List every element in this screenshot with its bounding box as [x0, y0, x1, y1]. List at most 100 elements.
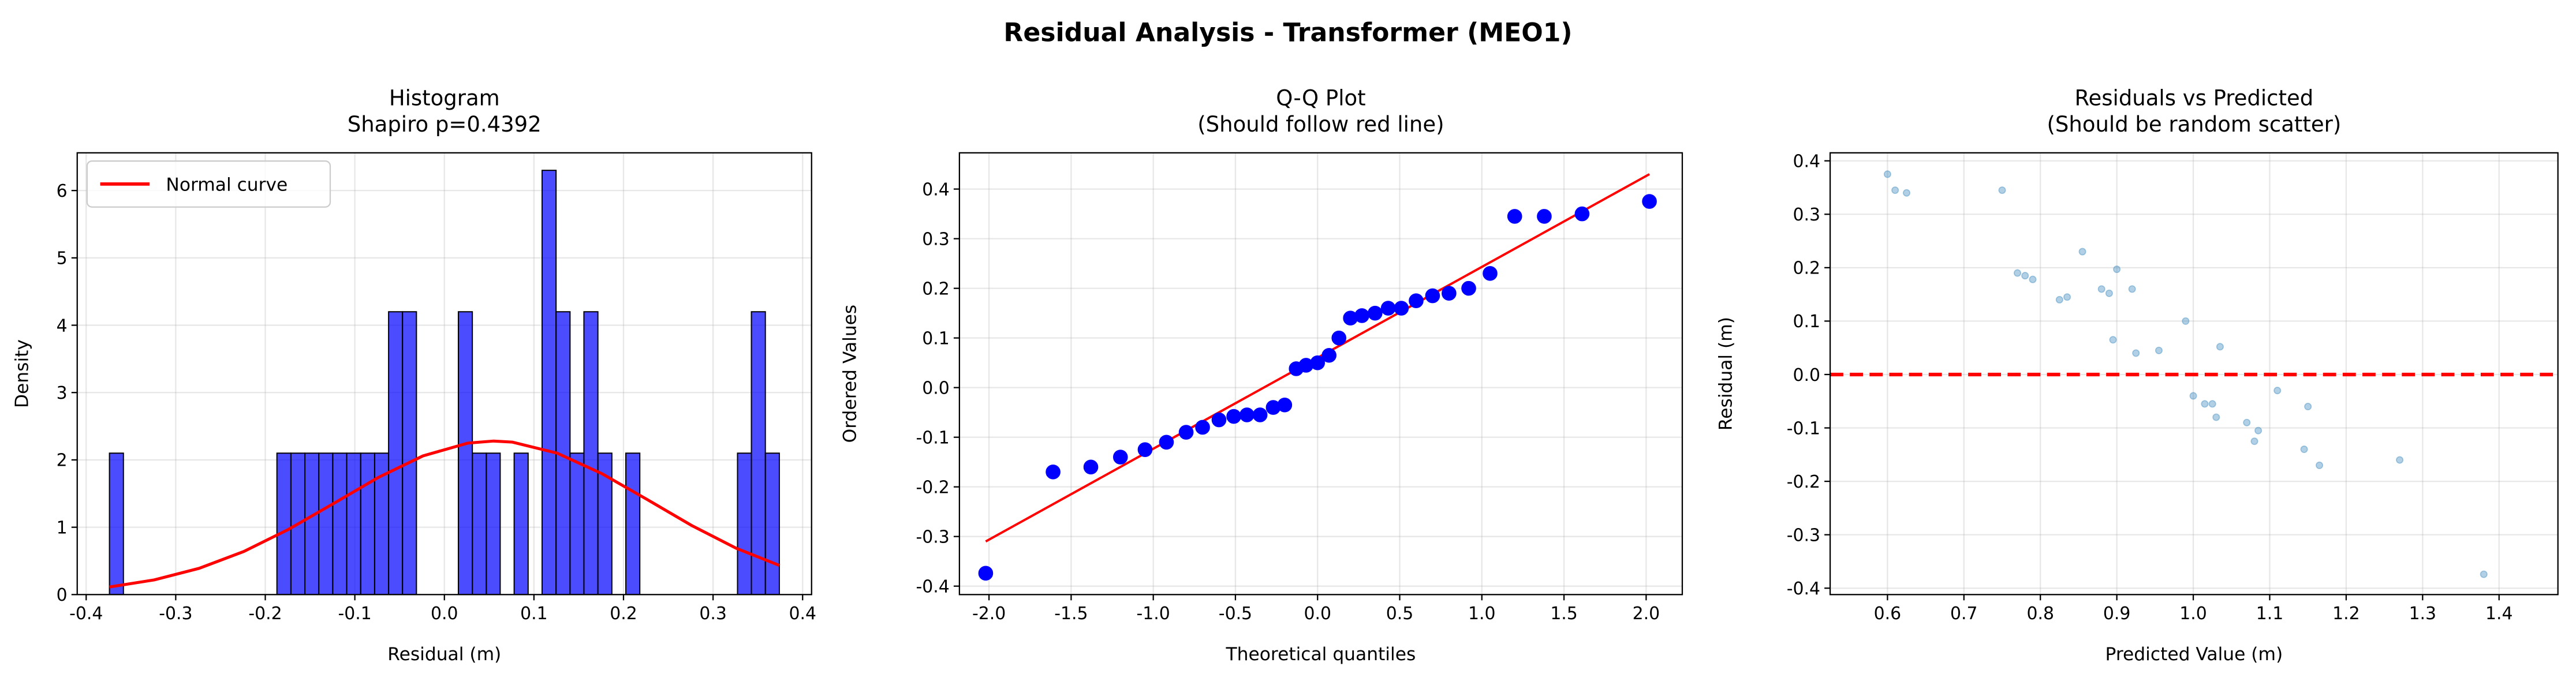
point — [2201, 400, 2209, 408]
point — [2243, 418, 2251, 426]
point — [978, 566, 994, 581]
x-axis-label: Theoretical quantiles — [1226, 644, 1416, 665]
point — [1331, 330, 1347, 346]
point — [2212, 413, 2220, 421]
point — [1574, 206, 1590, 222]
y-axis-label: Ordered Values — [840, 305, 861, 443]
point — [1195, 420, 1210, 435]
x-tick-label: 0.8 — [2026, 604, 2054, 624]
line — [109, 439, 780, 589]
y-tick-label: 0.1 — [1793, 312, 1820, 332]
bar — [583, 311, 599, 595]
x-tick-label: -0.4 — [69, 604, 103, 624]
subplot-title: Residuals vs Predicted — [2075, 85, 2314, 110]
figure-title: Residual Analysis - Transformer (MEO1) — [1003, 18, 1572, 47]
y-tick-label: 0.3 — [922, 229, 950, 249]
y-tick-label: 6 — [57, 181, 68, 201]
point — [1046, 465, 1061, 480]
x-tick-label: 0.0 — [1304, 604, 1331, 624]
y-tick-label: 0.4 — [922, 179, 950, 200]
point — [2055, 295, 2063, 304]
x-tick-label: 1.3 — [2409, 604, 2437, 624]
y-axis-label: Density — [12, 339, 32, 408]
point — [2304, 402, 2312, 411]
x-tick-label: -0.1 — [338, 604, 371, 624]
y-tick-label: 2 — [57, 451, 68, 471]
point — [2155, 346, 2163, 354]
y-tick-label: -0.1 — [916, 428, 950, 448]
point — [1083, 459, 1099, 475]
point — [2029, 275, 2037, 283]
x-tick-label: 0.5 — [1386, 604, 1414, 624]
y-tick-label: 0 — [57, 585, 68, 605]
y-tick-label: -0.3 — [916, 527, 950, 547]
point — [1211, 412, 1227, 428]
point — [2109, 336, 2117, 344]
point — [1394, 301, 1409, 316]
bar — [332, 452, 348, 595]
x-tick-label: 1.2 — [2332, 604, 2360, 624]
point — [1277, 397, 1293, 413]
point — [2021, 272, 2029, 280]
bar — [737, 452, 752, 595]
point — [1409, 293, 1424, 308]
bar — [486, 452, 501, 595]
legend-label: Normal curve — [166, 174, 288, 195]
point — [2097, 285, 2105, 293]
x-tick-label: 0.3 — [699, 604, 727, 624]
point — [1998, 186, 2006, 194]
point — [1112, 450, 1128, 465]
y-tick-label: 5 — [57, 249, 68, 269]
x-tick-label: 1.5 — [1550, 604, 1578, 624]
subplot-title: Q-Q Plot — [1276, 85, 1365, 110]
point — [1380, 301, 1396, 316]
point — [2132, 349, 2140, 357]
point — [1310, 355, 1326, 370]
bar — [541, 170, 557, 595]
point — [1252, 407, 1268, 422]
point — [2013, 269, 2022, 277]
legend-box — [86, 160, 331, 208]
point — [1321, 347, 1336, 363]
bar — [751, 311, 766, 595]
x-tick-label: 0.7 — [1950, 604, 1978, 624]
x-tick-label: -0.5 — [1219, 604, 1252, 624]
y-tick-label: -0.2 — [1787, 472, 1820, 492]
point — [2128, 285, 2136, 293]
point — [1442, 286, 1457, 301]
point — [2300, 445, 2308, 454]
point — [2396, 456, 2404, 464]
x-tick-label: 1.1 — [2256, 604, 2284, 624]
x-tick-label: 1.0 — [2179, 604, 2207, 624]
point — [2063, 293, 2071, 301]
x-tick-label: -1.0 — [1137, 604, 1170, 624]
y-tick-label: -0.2 — [916, 477, 950, 497]
plot-area — [77, 152, 812, 595]
bar — [304, 452, 320, 595]
point — [1137, 442, 1153, 457]
x-tick-label: 2.0 — [1633, 604, 1660, 624]
point — [1461, 280, 1476, 296]
point — [1240, 407, 1255, 422]
bar — [318, 452, 334, 595]
x-tick-label: 0.0 — [431, 604, 458, 624]
x-tick-label: -2.0 — [972, 604, 1006, 624]
bar — [276, 452, 292, 595]
point — [2250, 437, 2258, 446]
y-tick-label: 0.0 — [922, 378, 950, 398]
point — [1178, 425, 1194, 440]
point — [1354, 308, 1369, 323]
y-tick-label: 0.2 — [1793, 259, 1820, 279]
bar — [346, 452, 361, 595]
axes-frame — [1829, 152, 2559, 596]
point — [1226, 409, 1241, 424]
y-tick-label: 4 — [57, 316, 68, 336]
bar — [764, 452, 780, 595]
point — [2189, 392, 2197, 400]
subplot-title: (Should follow red line) — [1197, 112, 1444, 137]
plot-area — [1830, 152, 2558, 595]
bar — [625, 452, 641, 595]
point — [1368, 305, 1383, 321]
axes-frame — [958, 152, 1683, 596]
